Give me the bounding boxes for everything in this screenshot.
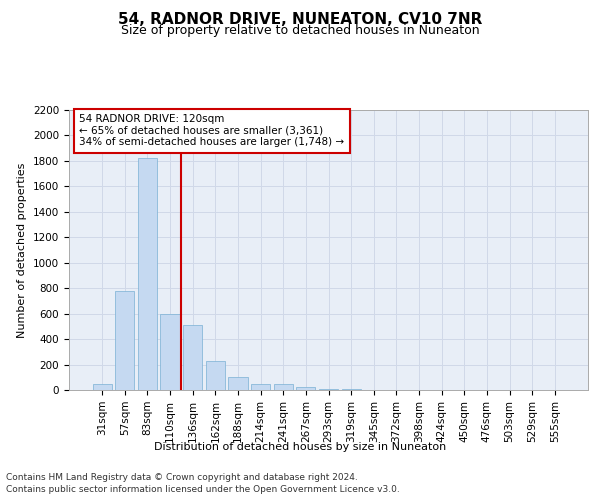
Bar [115,292,134,390]
Bar [274,384,293,390]
Text: Contains HM Land Registry data © Crown copyright and database right 2024.: Contains HM Land Registry data © Crown c… [6,472,358,482]
Bar [160,314,180,390]
Bar [138,158,157,390]
Text: 54, RADNOR DRIVE, NUNEATON, CV10 7NR: 54, RADNOR DRIVE, NUNEATON, CV10 7NR [118,12,482,28]
Text: Contains public sector information licensed under the Open Government Licence v3: Contains public sector information licen… [6,485,400,494]
Bar [206,362,225,390]
Bar [92,384,112,390]
Bar [296,387,316,390]
Bar [229,378,248,390]
Bar [251,384,270,390]
Bar [319,388,338,390]
Bar [183,325,202,390]
Text: Size of property relative to detached houses in Nuneaton: Size of property relative to detached ho… [121,24,479,37]
Text: 54 RADNOR DRIVE: 120sqm
← 65% of detached houses are smaller (3,361)
34% of semi: 54 RADNOR DRIVE: 120sqm ← 65% of detache… [79,114,344,148]
Y-axis label: Number of detached properties: Number of detached properties [17,162,28,338]
Text: Distribution of detached houses by size in Nuneaton: Distribution of detached houses by size … [154,442,446,452]
